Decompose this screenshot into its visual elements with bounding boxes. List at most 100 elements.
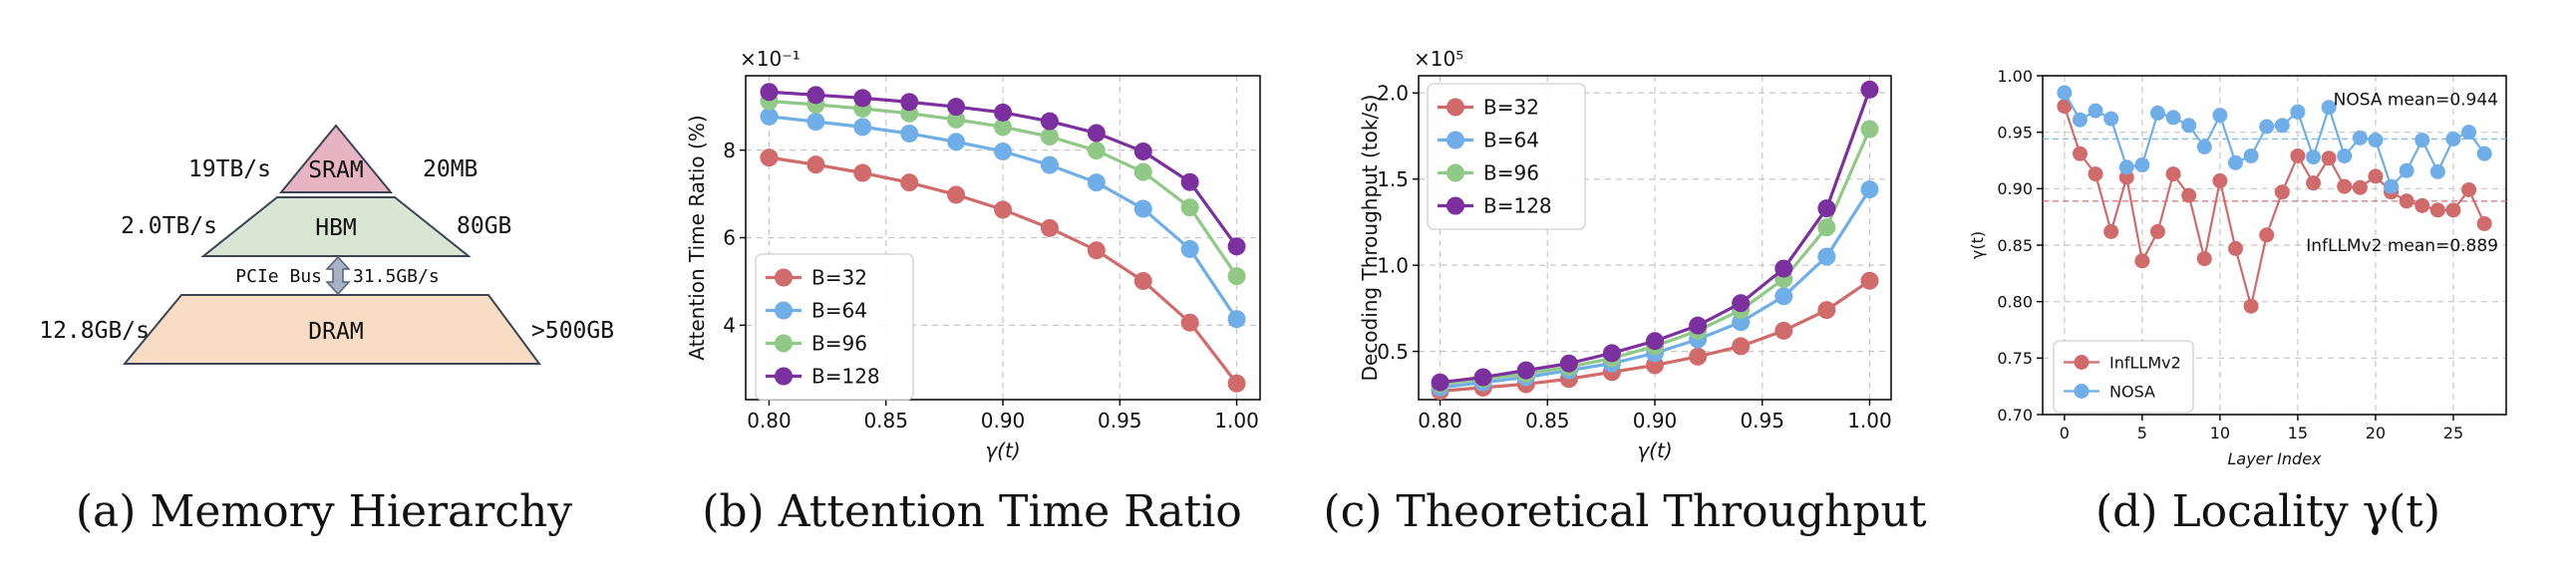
data-point [1689,347,1708,366]
data-point [2103,111,2119,127]
y-tick-label: 8 [723,139,736,162]
x-tick-label: 1.00 [1214,409,1259,433]
data-point [1227,267,1246,286]
x-tick-label: 15 [2288,424,2308,442]
x-axis-label: γ(t) [1637,438,1672,462]
x-tick-label: 0.85 [863,409,908,433]
data-point [2212,108,2228,124]
y-tick-label: 0.5 [1377,340,1409,364]
y-tick-label: 0.85 [1997,236,2033,255]
series-line [2063,92,2486,189]
hbm-label: HBM [315,215,357,241]
data-point [1087,241,1106,260]
x-tick-label: 0 [2060,424,2070,442]
data-point [2415,197,2430,213]
data-point [2476,145,2492,161]
legend-marker [1447,196,1464,215]
x-tick-label: 0.90 [981,409,1026,433]
data-point [1133,271,1152,290]
locality-chart: 0 5 10 15 20 25 0.70 0.75 0.80 0.85 0.90 0.95 1.00 La… [1968,67,2507,468]
data-point [1516,361,1535,380]
data-point [2072,112,2088,128]
data-point [1040,155,1059,174]
hbm-bandwidth: 2.0TB/s [121,213,217,239]
data-point [900,124,919,143]
legend-box [1427,83,1586,230]
x-tick-label: 10 [2210,424,2230,442]
data-point [994,118,1012,137]
data-point [1732,337,1751,356]
legend-marker [775,301,793,320]
data-point [2274,118,2290,134]
data-point [2149,223,2165,239]
y-tick-label: 1.00 [1997,67,2033,86]
data-point [900,173,919,192]
hbm-capacity: 80GB [457,213,511,239]
data-point [1431,373,1449,392]
data-point [2227,240,2243,256]
data-point [2103,223,2119,239]
data-point [2118,159,2134,175]
data-point [2088,103,2103,119]
x-tick-label: 5 [2137,424,2147,442]
y-tick-label: 0.80 [1997,292,2033,311]
y-tick-label: 6 [723,226,736,250]
y-tick-label: 1.5 [1377,167,1409,191]
caption-c: (c) Theoretical Throughput [1323,486,1926,537]
data-point [2196,139,2212,154]
data-point [2461,125,2477,141]
dram-level [122,294,541,365]
data-point [2476,215,2492,231]
data-point [1133,199,1152,218]
legend-marker [2074,355,2090,370]
x-tick-label: 0.80 [747,409,792,433]
legend-box [755,253,914,401]
data-point [900,93,919,112]
data-point [2149,105,2165,121]
data-point [1040,112,1059,131]
axis-offset-label: ×10⁵ [1414,47,1463,71]
sram-level [278,124,394,193]
data-point [2399,162,2415,178]
legend-label: B=64 [1483,129,1539,152]
legend-marker [775,334,793,353]
pcie-arrow-icon [325,255,351,296]
data-point [2352,179,2368,195]
data-point [1180,239,1199,258]
y-tick-label: 0.75 [1997,349,2033,368]
data-point [2445,202,2461,218]
data-point [2399,193,2415,209]
data-point [2415,133,2430,148]
data-point [2134,253,2150,269]
data-point [994,200,1012,219]
data-point [1180,198,1199,217]
data-point [1860,120,1879,139]
y-tick-label: 1.0 [1377,253,1409,277]
data-point [1133,142,1152,160]
data-point [1227,374,1246,393]
data-point [2429,202,2445,218]
hbm-level [200,196,472,257]
data-point [1559,354,1578,373]
x-tick-label: 25 [2443,424,2463,442]
axis-offset-label: ×10⁻¹ [740,47,801,71]
data-point [1087,124,1106,143]
x-tick-label: 0.80 [1418,409,1462,433]
data-point [2259,119,2275,135]
data-point [2337,178,2353,194]
sram-capacity: 20MB [423,156,478,182]
legend-label: B=32 [811,266,867,290]
data-point [1860,80,1879,99]
y-tick-label: 0.90 [1997,179,2033,198]
data-point [947,110,966,129]
data-point [947,185,966,204]
data-point [760,107,779,126]
y-tick-label: 0.95 [1997,123,2033,142]
data-point [1817,301,1836,320]
legend-label: B=64 [811,299,867,323]
data-point [1473,368,1492,387]
legend-label: B=128 [1483,194,1552,218]
mean-label: NOSA mean=0.944 [2334,90,2498,110]
data-point [2259,227,2275,243]
